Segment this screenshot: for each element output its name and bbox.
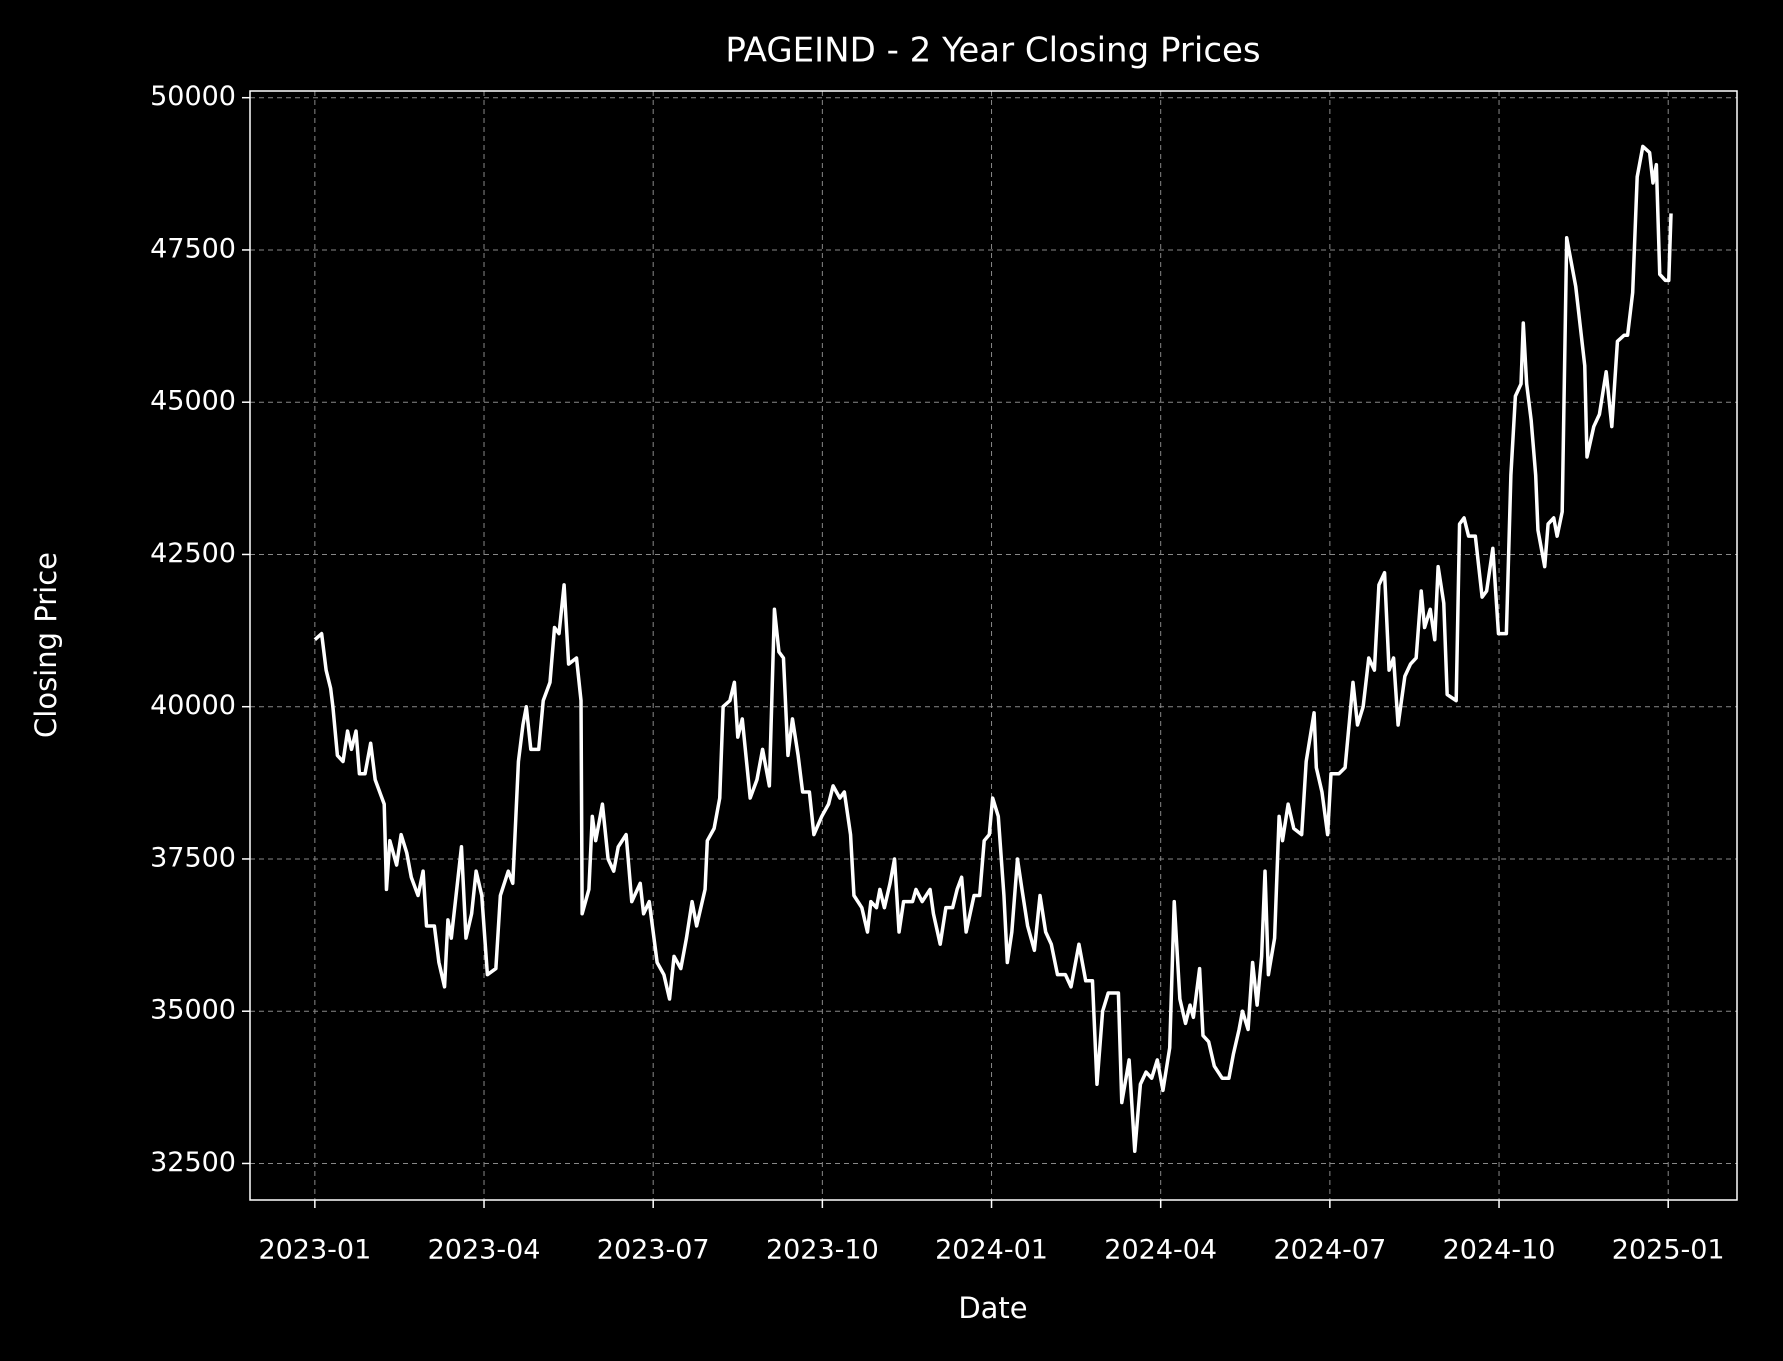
x-tick-label: 2024-10 [1443,1235,1556,1266]
x-tick-label: 2025-01 [1612,1235,1725,1266]
y-tick-label: 32500 [150,1147,236,1178]
y-tick-label: 47500 [150,233,236,264]
x-tick-label: 2024-01 [935,1235,1048,1266]
x-tick-label: 2024-07 [1273,1235,1386,1266]
y-tick-label: 40000 [150,690,236,721]
y-tick-label: 45000 [150,386,236,417]
y-axis-label: Closing Price [29,552,63,738]
price-line [313,144,1673,1154]
x-axis-label: Date [958,1291,1027,1325]
x-tick-label: 2023-04 [428,1235,541,1266]
plot-frame [249,90,1738,1201]
y-tick-label: 35000 [150,995,236,1026]
x-tick-label: 2023-10 [766,1235,879,1266]
x-tick-label: 2023-07 [597,1235,710,1266]
chart-title: PAGEIND - 2 Year Closing Prices [725,31,1260,71]
y-tick-label: 42500 [150,538,236,569]
x-tick-label: 2023-01 [258,1235,371,1266]
x-tick-label: 2024-04 [1104,1235,1217,1266]
y-tick-label: 50000 [150,81,236,112]
y-tick-label: 37500 [150,842,236,873]
